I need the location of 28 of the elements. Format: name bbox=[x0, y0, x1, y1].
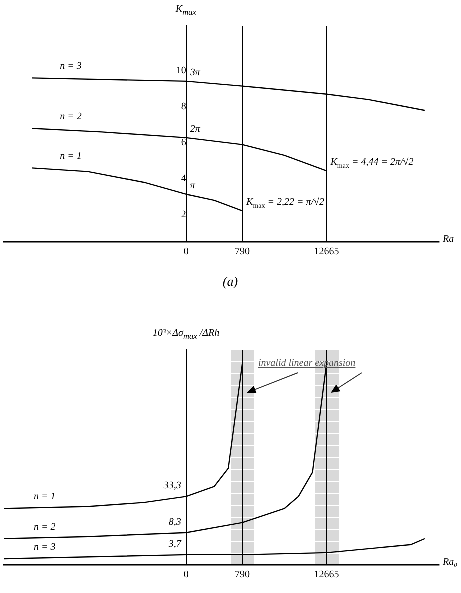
x-tick-label: 0 bbox=[184, 246, 189, 258]
text: (a) bbox=[222, 273, 240, 291]
series-label: n = 2 bbox=[60, 112, 82, 123]
y-tick-label: 6 bbox=[181, 138, 186, 149]
series-label: n = 3 bbox=[60, 61, 82, 72]
annotation: 3π bbox=[189, 67, 202, 78]
annotation: 8,3 bbox=[168, 516, 182, 528]
x-tick-label: 12665 bbox=[314, 570, 340, 581]
y-tick-label: 8 bbox=[181, 102, 186, 113]
y-axis-title: K$_{max}$ bbox=[176, 4, 196, 17]
series-label: n = 2 bbox=[34, 522, 56, 533]
x-axis-title: Ra₀ bbox=[443, 557, 458, 568]
series-label: n = 1 bbox=[34, 492, 56, 503]
x-tick-label: 790 bbox=[235, 570, 250, 581]
series-label: n = 1 bbox=[60, 151, 82, 162]
series-label: n = 3 bbox=[34, 542, 56, 553]
x-tick-label: 0 bbox=[184, 570, 189, 581]
annotation: 33,3 bbox=[162, 480, 182, 492]
annotation: 2π bbox=[190, 124, 202, 135]
y-tick-label: 10 bbox=[176, 66, 186, 77]
x-tick-label: 12665 bbox=[314, 246, 340, 258]
x-axis-title: Ra bbox=[443, 234, 454, 245]
annotation: 3,7 bbox=[168, 538, 182, 550]
x-tick-label: 790 bbox=[235, 246, 250, 258]
y-tick-label: 4 bbox=[181, 174, 186, 185]
y-axis-title: 10³×Δσ$_{max}$ /ΔRh bbox=[152, 328, 220, 341]
annotation: π bbox=[190, 180, 196, 192]
y-tick-label: 2 bbox=[181, 210, 186, 221]
